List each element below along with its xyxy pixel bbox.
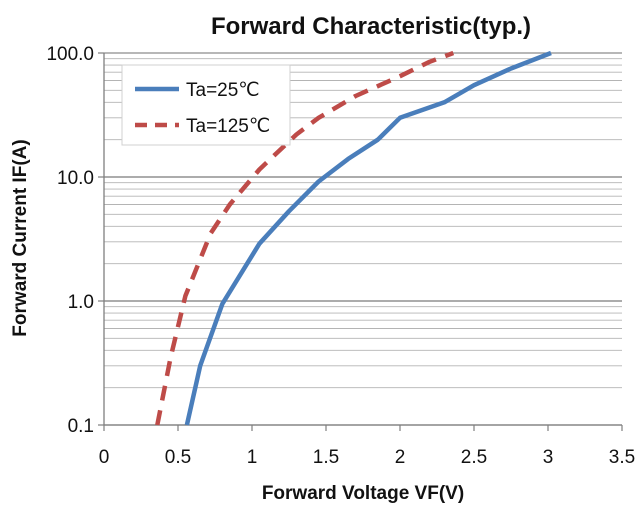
y-tick-label: 100.0 [46,44,94,65]
series-line-ta25 [184,50,552,426]
x-axis-title: Forward Voltage VF(V) [262,483,464,504]
y-tick-label: 0.1 [68,416,94,437]
x-tick-label: 2 [395,447,406,468]
legend-box [121,64,291,146]
y-axis-title: Forward Current IF(A) [10,139,31,336]
series-lines [155,50,552,426]
x-tick-label: 0.5 [165,447,191,468]
x-tick-label: 3.5 [609,447,635,468]
x-tick-label: 1.5 [313,447,339,468]
chart-title: Forward Characteristic(typ.) [211,13,531,40]
x-tick-label: 1 [247,447,258,468]
x-tick-label: 3 [543,447,554,468]
x-tick-label: 0 [99,447,110,468]
series-line-ta125 [155,50,455,426]
axes [98,52,623,431]
y-tick-label: 1.0 [68,292,94,313]
legend-label: Ta=125℃ [186,116,270,137]
y-tick-label: 10.0 [57,168,94,189]
x-tick-label: 2.5 [461,447,487,468]
legend-label: Ta=25℃ [186,80,260,101]
tick-labels: 0 0.5 1 1.5 2 2.5 3 3.5 0.1 1.0 10.0 100.0 [46,44,635,468]
legend: Ta=25℃ Ta=125℃ [121,64,291,146]
